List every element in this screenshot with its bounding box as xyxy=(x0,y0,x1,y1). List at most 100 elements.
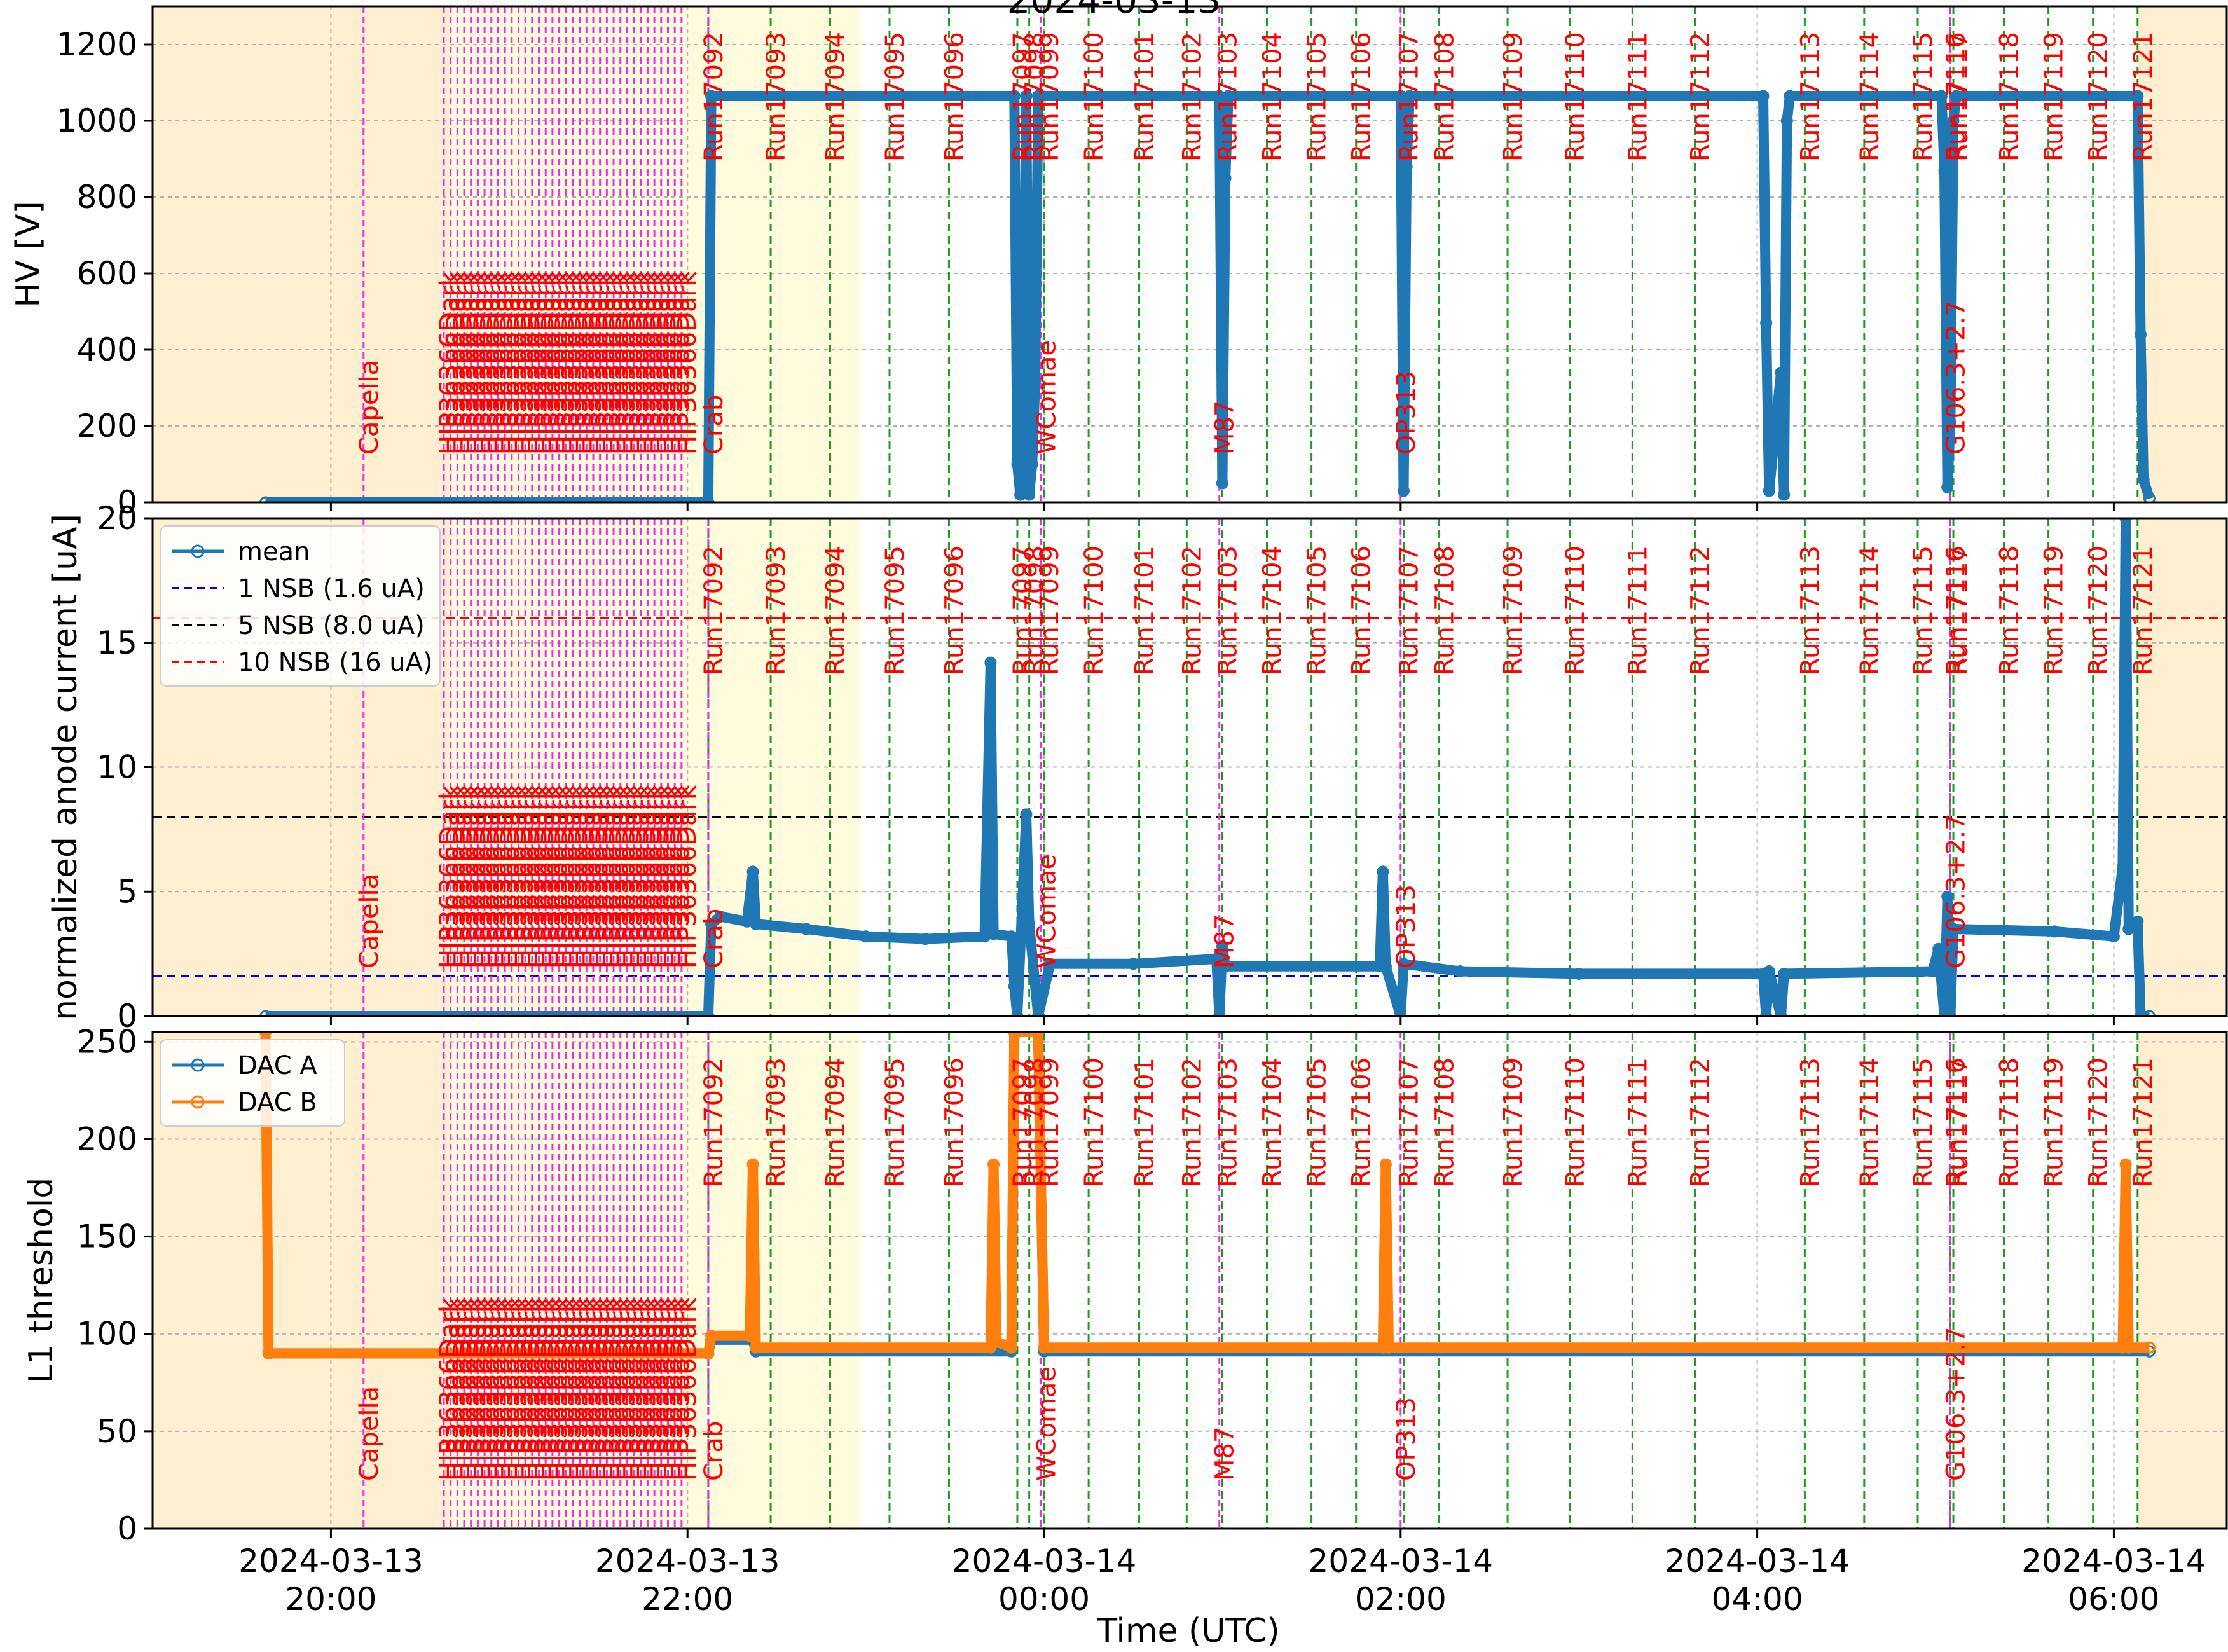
data-point xyxy=(1379,1158,1392,1171)
data-point xyxy=(1038,1341,1050,1354)
data-point xyxy=(1784,90,1796,102)
data-point xyxy=(1947,114,1960,127)
data-point xyxy=(1026,458,1038,471)
data-point xyxy=(259,1032,272,1038)
data-point xyxy=(1394,90,1407,102)
data-point xyxy=(2131,915,2144,928)
data-point xyxy=(1213,90,1226,102)
x-tick-label-time: 00:00 xyxy=(998,1581,1090,1618)
run-label: Run17109 xyxy=(1499,546,1528,675)
data-point xyxy=(1219,960,1232,973)
run-label: Run17095 xyxy=(881,546,910,675)
run-label: Run17092 xyxy=(699,1057,729,1187)
run-label: Run17118 xyxy=(1995,546,2024,675)
dark-run-label: HIP36366Dark xyxy=(483,271,512,455)
data-point xyxy=(2119,518,2132,525)
x-axis-label: Time (UTC) xyxy=(1096,1612,1279,1649)
legend-label: 5 NSB (8.0 uA) xyxy=(238,611,425,640)
dark-run-label: HIP36366Dark xyxy=(673,785,702,968)
dark-run-label: HIP36366Dark xyxy=(591,1297,621,1481)
x-tick-label-date: 2024-03-14 xyxy=(1665,1543,1850,1580)
run-label: Run17111 xyxy=(1623,1057,1653,1187)
plot-area: Run17092 Run17093 Run17094 Run17095 Run17096… xyxy=(153,1032,2227,1529)
data-point xyxy=(1926,965,1939,978)
data-point xyxy=(1020,808,1033,821)
dark-run-label: HIP36366Dark xyxy=(537,785,566,968)
run-label: Run17097 xyxy=(1008,546,1038,675)
data-point xyxy=(1008,1032,1021,1038)
dark-run-label: HIP36366Dark xyxy=(605,1297,634,1481)
dark-run-label: HIP36366Dark xyxy=(489,271,518,455)
run-label: Run17111 xyxy=(1623,546,1653,675)
dark-run-label: HIP36366Dark xyxy=(564,271,593,455)
data-point xyxy=(1382,1341,1395,1354)
data-point xyxy=(1014,488,1027,501)
data-point xyxy=(2119,1158,2132,1171)
run-label: Run17109 xyxy=(1499,32,1528,162)
source-label: Crab xyxy=(699,1421,729,1481)
data-point xyxy=(1775,366,1787,379)
data-point xyxy=(1397,958,1410,970)
run-label: Run17097 xyxy=(1008,1057,1038,1187)
data-point xyxy=(1941,890,1954,903)
data-point xyxy=(1017,385,1029,398)
data-point xyxy=(1763,965,1775,978)
source-label: Crab xyxy=(699,395,729,455)
x-tick-label-date: 2024-03-13 xyxy=(238,1543,423,1580)
run-label: Run17094 xyxy=(822,32,851,162)
run-label: Run17102 xyxy=(1178,1057,1207,1187)
data-point xyxy=(1950,90,1963,102)
data-point xyxy=(1778,967,1791,980)
data-point xyxy=(1020,90,1033,102)
source-label: Crab xyxy=(699,909,729,968)
dark-run-label: HIP36366Dark xyxy=(551,271,580,455)
dark-run-label: HIP36366Dark xyxy=(564,785,593,968)
run-label: Run17114 xyxy=(1855,546,1885,675)
data-point xyxy=(702,496,715,502)
data-point xyxy=(1023,918,1036,930)
dark-run-label: HIP36366Dark xyxy=(509,1297,539,1481)
run-label: Run17106 xyxy=(1347,546,1377,675)
dark-run-label: HIP36366Dark xyxy=(448,1297,478,1481)
run-label: Run17116 xyxy=(1941,32,1970,162)
dark-run-label: HIP36366Dark xyxy=(530,271,560,455)
legend-marker xyxy=(191,1095,205,1109)
series-line xyxy=(265,94,2151,502)
data-point xyxy=(1938,164,1951,177)
shaded-period xyxy=(153,6,450,502)
dark-run-label: HIP36366Dark xyxy=(544,271,573,455)
x-tick-label-date: 2024-03-14 xyxy=(952,1543,1137,1580)
run-label: Run17108 xyxy=(1431,1057,1460,1187)
legend-label: 10 NSB (16 uA) xyxy=(238,648,433,677)
data-point xyxy=(750,1341,762,1354)
run-label: Run17112 xyxy=(1686,32,1715,162)
source-label: G106.3+2.7 xyxy=(1941,814,1970,968)
source-label: G106.3+2.7 xyxy=(1941,300,1970,455)
dark-run-label: HIP36366Dark xyxy=(673,1297,702,1481)
panels: Run17092 Run17093 Run17094 Run17095 Run17096… xyxy=(10,5,2228,1618)
data-point xyxy=(1935,90,1948,102)
data-point xyxy=(262,1347,275,1359)
shaded-period xyxy=(687,6,860,502)
dark-run-label: HIP36366Dark xyxy=(516,1297,546,1481)
data-point xyxy=(705,90,718,102)
data-point xyxy=(1394,1010,1407,1016)
y-tick-label: 15 xyxy=(97,624,137,661)
source-label: G106.3+2.7 xyxy=(1941,1326,1970,1481)
dark-run-label: HIP36366Dark xyxy=(483,1297,512,1481)
data-point xyxy=(2122,1341,2135,1354)
dark-run-label: HIP36366Dark xyxy=(442,271,471,455)
y-tick-label: 150 xyxy=(77,1218,137,1255)
data-point xyxy=(1216,940,1228,953)
run-label: Run17101 xyxy=(1131,546,1160,675)
run-label: Run17098 xyxy=(1021,1057,1050,1187)
dark-run-label: HIP36366Dark xyxy=(612,1297,641,1481)
data-point xyxy=(1941,481,1954,493)
x-tick-label-time: 04:00 xyxy=(1712,1581,1803,1618)
run-label: Run17120 xyxy=(2084,546,2114,675)
run-label: Run17105 xyxy=(1303,1057,1332,1187)
run-label: Run17118 xyxy=(1995,1057,2024,1187)
data-point xyxy=(2107,930,2120,943)
run-label: Run17117 xyxy=(1944,32,1974,162)
